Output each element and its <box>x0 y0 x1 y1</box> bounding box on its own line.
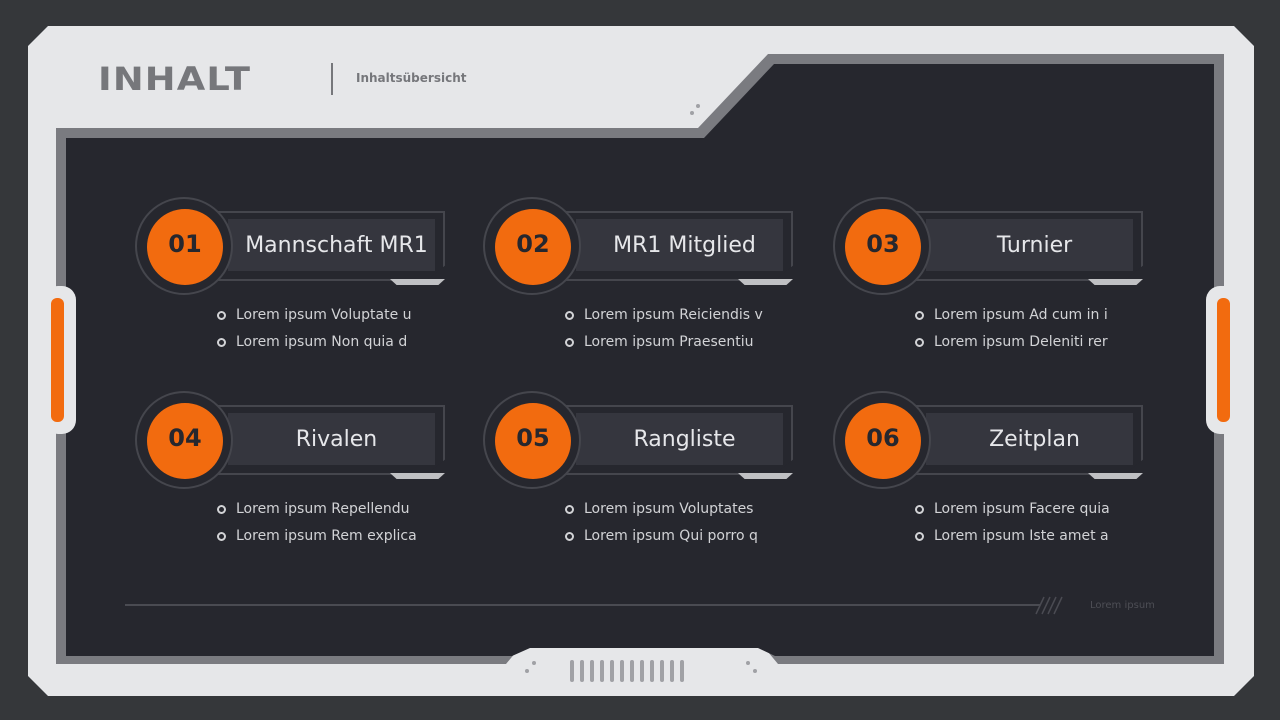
bullet-circle-icon <box>217 504 226 514</box>
bullet-circle-icon <box>217 337 226 347</box>
item-number: 02 <box>495 209 571 285</box>
agenda-item-03[interactable]: Turnier 03 Lorem ipsum Ad cum in i Lorem… <box>833 197 1153 377</box>
bullet-circle-icon <box>565 531 574 541</box>
bullet-text: Lorem ipsum Rem explica <box>236 528 417 544</box>
item-label: Zeitplan <box>926 413 1133 465</box>
number-badge: 01 <box>135 197 233 295</box>
bullet-item: Lorem ipsum Ad cum in i <box>915 307 1108 323</box>
label-shadow <box>738 473 793 479</box>
agenda-item-04[interactable]: Rivalen 04 Lorem ipsum Repellendu Lorem … <box>135 391 455 571</box>
item-number: 05 <box>495 403 571 479</box>
number-badge: 04 <box>135 391 233 489</box>
bullet-item: Lorem ipsum Voluptates <box>565 501 753 517</box>
bullet-text: Lorem ipsum Non quia d <box>236 334 408 350</box>
agenda-item-05[interactable]: Rangliste 05 Lorem ipsum Voluptates Lore… <box>483 391 803 571</box>
number-badge: 06 <box>833 391 931 489</box>
bullet-item: Lorem ipsum Qui porro q <box>565 528 758 544</box>
bullet-circle-icon <box>915 337 924 347</box>
agenda-item-02[interactable]: MR1 Mitglied 02 Lorem ipsum Reiciendis v… <box>483 197 803 377</box>
item-number: 01 <box>147 209 223 285</box>
agenda-item-01[interactable]: Mannschaft MR1 01 Lorem ipsum Voluptate … <box>135 197 455 377</box>
item-label: Turnier <box>926 219 1133 271</box>
item-label: Rivalen <box>228 413 435 465</box>
agenda-item-06[interactable]: Zeitplan 06 Lorem ipsum Facere quia Lore… <box>833 391 1153 571</box>
divider <box>331 63 333 95</box>
bullet-text: Lorem ipsum Qui porro q <box>584 528 758 544</box>
item-label: Rangliste <box>576 413 783 465</box>
bullet-text: Lorem ipsum Voluptate u <box>236 307 412 323</box>
bullet-circle-icon <box>915 504 924 514</box>
bullet-circle-icon <box>217 531 226 541</box>
item-number: 04 <box>147 403 223 479</box>
bullet-text: Lorem ipsum Ad cum in i <box>934 307 1108 323</box>
bullet-text: Lorem ipsum Repellendu <box>236 501 410 517</box>
label-shadow <box>390 473 445 479</box>
bullet-circle-icon <box>565 310 574 320</box>
bullet-item: Lorem ipsum Praesentiu <box>565 334 753 350</box>
bullet-text: Lorem ipsum Facere quia <box>934 501 1110 517</box>
bullet-item: Lorem ipsum Facere quia <box>915 501 1110 517</box>
bullet-circle-icon <box>915 531 924 541</box>
item-label: Mannschaft MR1 <box>228 219 435 271</box>
item-number: 03 <box>845 209 921 285</box>
number-badge: 05 <box>483 391 581 489</box>
bullet-item: Lorem ipsum Non quia d <box>217 334 407 350</box>
page-subtitle: Inhaltsübersicht <box>356 71 467 85</box>
bullet-item: Lorem ipsum Iste amet a <box>915 528 1109 544</box>
bullet-text: Lorem ipsum Praesentiu <box>584 334 754 350</box>
label-shadow <box>390 279 445 285</box>
bullet-item: Lorem ipsum Rem explica <box>217 528 417 544</box>
item-number: 06 <box>845 403 921 479</box>
bullet-item: Lorem ipsum Repellendu <box>217 501 410 517</box>
bullet-circle-icon <box>565 337 574 347</box>
item-label: MR1 Mitglied <box>576 219 783 271</box>
number-badge: 02 <box>483 197 581 295</box>
number-badge: 03 <box>833 197 931 295</box>
label-shadow <box>738 279 793 285</box>
bullet-text: Lorem ipsum Voluptates <box>584 501 754 517</box>
bullet-text: Lorem ipsum Reiciendis v <box>584 307 763 323</box>
bullet-circle-icon <box>217 310 226 320</box>
page-title: INHALT <box>98 60 252 98</box>
bullet-text: Lorem ipsum Iste amet a <box>934 528 1109 544</box>
bullet-item: Lorem ipsum Reiciendis v <box>565 307 763 323</box>
label-shadow <box>1088 473 1143 479</box>
bullet-text: Lorem ipsum Deleniti rer <box>934 334 1108 350</box>
label-shadow <box>1088 279 1143 285</box>
bullet-circle-icon <box>915 310 924 320</box>
bullet-item: Lorem ipsum Deleniti rer <box>915 334 1108 350</box>
bullet-item: Lorem ipsum Voluptate u <box>217 307 412 323</box>
bullet-circle-icon <box>565 504 574 514</box>
footer-text: Lorem ipsum <box>1090 600 1155 611</box>
